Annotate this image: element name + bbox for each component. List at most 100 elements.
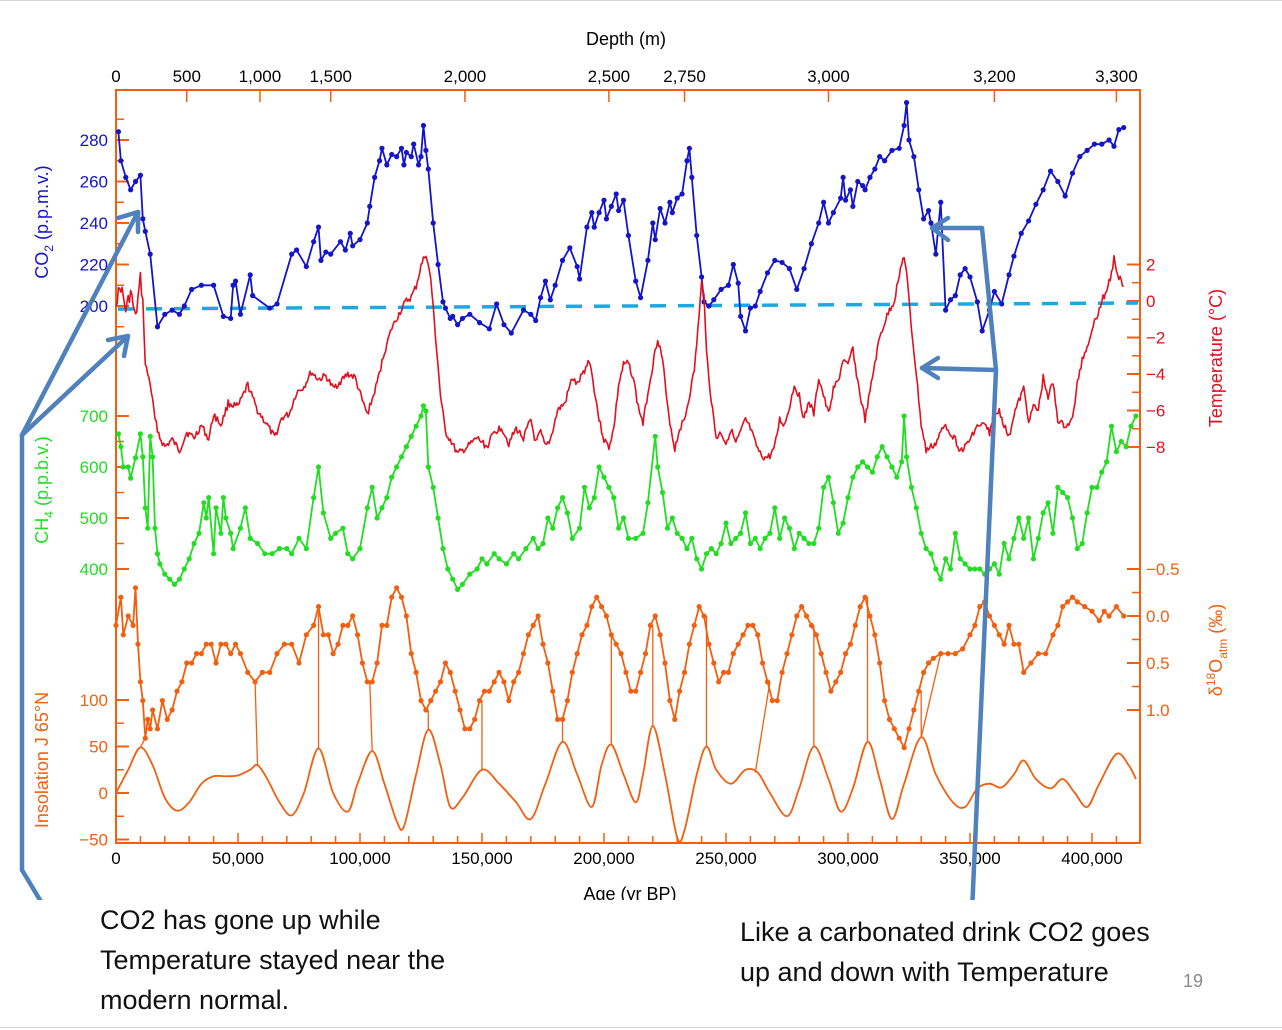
data-point bbox=[232, 278, 239, 284]
data-point bbox=[228, 530, 234, 536]
data-point bbox=[808, 241, 815, 247]
data-point bbox=[137, 172, 143, 178]
data-point bbox=[511, 679, 517, 685]
data-point bbox=[169, 307, 175, 313]
data-point bbox=[220, 495, 226, 501]
data-point bbox=[808, 622, 815, 629]
co2-tick-label: 280 bbox=[80, 131, 108, 150]
data-point bbox=[398, 454, 405, 460]
temperature-tick-label: −4 bbox=[1146, 365, 1165, 384]
data-point bbox=[389, 594, 395, 600]
data-point bbox=[567, 245, 573, 251]
ch4-axis-title: CH4 (p.p.b.v.) bbox=[32, 436, 56, 543]
data-point bbox=[1099, 469, 1105, 475]
data-point bbox=[1096, 618, 1102, 624]
data-point bbox=[882, 698, 888, 704]
data-point bbox=[530, 622, 536, 629]
data-point bbox=[333, 530, 339, 536]
data-point bbox=[943, 307, 949, 313]
data-point bbox=[869, 469, 876, 475]
data-point bbox=[379, 145, 385, 151]
data-point bbox=[408, 154, 414, 160]
d18o-tick-label: 0.5 bbox=[1146, 654, 1170, 673]
data-point bbox=[908, 484, 915, 490]
data-point bbox=[535, 546, 541, 552]
data-point bbox=[372, 174, 378, 180]
data-point bbox=[1084, 147, 1090, 153]
data-point bbox=[598, 604, 605, 610]
data-point bbox=[699, 566, 705, 572]
data-point bbox=[633, 535, 639, 542]
data-point bbox=[823, 669, 829, 676]
data-point bbox=[772, 257, 778, 263]
data-point bbox=[289, 641, 295, 647]
data-point bbox=[559, 495, 566, 501]
insolation-tick-label: 50 bbox=[89, 738, 108, 757]
data-point bbox=[494, 301, 500, 307]
data-point bbox=[1028, 660, 1034, 666]
data-point bbox=[354, 632, 361, 638]
data-point bbox=[991, 288, 998, 295]
data-point bbox=[911, 154, 917, 160]
data-point bbox=[157, 561, 163, 567]
data-point bbox=[1035, 651, 1041, 657]
data-point bbox=[999, 301, 1005, 307]
data-point bbox=[647, 622, 653, 629]
data-point bbox=[189, 286, 195, 292]
data-point bbox=[962, 561, 968, 567]
plot-frame bbox=[115, 89, 1141, 844]
data-point bbox=[821, 199, 827, 205]
data-point bbox=[1099, 141, 1105, 147]
data-point bbox=[455, 322, 461, 328]
data-point bbox=[596, 210, 602, 216]
data-point bbox=[328, 535, 334, 542]
data-point bbox=[652, 237, 658, 243]
data-point bbox=[208, 641, 214, 647]
data-point bbox=[237, 651, 244, 657]
data-point bbox=[118, 158, 124, 164]
data-point bbox=[667, 199, 673, 205]
arrow-to-temperature-line bbox=[19, 333, 131, 438]
data-point bbox=[1121, 124, 1127, 131]
caption-right: Like a carbonated drink CO2 goes up and … bbox=[740, 917, 1150, 987]
data-point bbox=[230, 546, 236, 552]
data-point bbox=[952, 530, 958, 536]
data-point bbox=[760, 660, 766, 666]
data-point bbox=[830, 500, 836, 506]
data-point bbox=[616, 525, 622, 531]
data-point bbox=[296, 535, 302, 542]
data-point bbox=[811, 540, 817, 547]
data-point bbox=[769, 698, 775, 704]
data-point bbox=[906, 137, 912, 143]
data-point bbox=[957, 556, 963, 562]
data-point bbox=[996, 571, 1002, 577]
data-point bbox=[1123, 444, 1129, 450]
data-point bbox=[555, 505, 561, 511]
data-point bbox=[245, 669, 251, 676]
data-point bbox=[457, 707, 463, 713]
data-point bbox=[838, 669, 844, 676]
data-point bbox=[176, 311, 183, 317]
data-point bbox=[213, 660, 219, 666]
caption-left: CO2 has gone up while Temperature stayed… bbox=[100, 905, 446, 1015]
data-point bbox=[459, 581, 466, 587]
data-point bbox=[508, 330, 514, 336]
data-point bbox=[720, 669, 727, 676]
data-point bbox=[840, 174, 846, 180]
data-point bbox=[901, 745, 907, 751]
data-point bbox=[320, 632, 326, 638]
data-point bbox=[184, 660, 190, 666]
data-point bbox=[664, 525, 671, 531]
data-point bbox=[916, 187, 922, 193]
data-point bbox=[972, 566, 978, 572]
data-point bbox=[813, 632, 819, 638]
data-point bbox=[450, 576, 456, 582]
data-point bbox=[1106, 137, 1112, 143]
data-point bbox=[684, 546, 690, 552]
top-divider bbox=[0, 0, 1282, 1]
depth-tick-label: 3,000 bbox=[807, 67, 850, 86]
x-tick-label: 100,000 bbox=[329, 849, 390, 868]
series--18oatm bbox=[113, 585, 1127, 751]
series-line bbox=[115, 254, 1124, 461]
data-point bbox=[952, 293, 958, 299]
